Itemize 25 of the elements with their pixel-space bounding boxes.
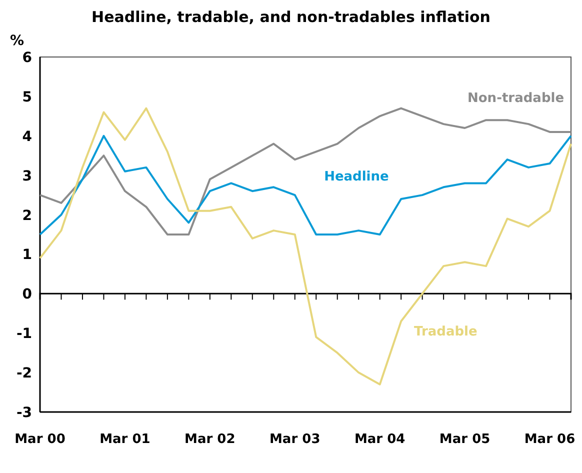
series-label: Headline	[324, 169, 390, 184]
y-tick-label: 2	[22, 208, 32, 224]
y-tick-label: 4	[22, 128, 32, 145]
y-tick-label: -3	[16, 405, 32, 421]
line-series	[39, 134, 572, 236]
x-tick-label: Mar 02	[184, 432, 236, 447]
series-label: Non-tradable	[468, 91, 564, 106]
x-tick-label: Mar 03	[270, 432, 320, 447]
y-tick-label: -1	[16, 326, 32, 342]
y-tick-label: 5	[22, 89, 32, 106]
y-tick-label: -2	[16, 366, 32, 382]
y-tick-label: 1	[22, 247, 32, 264]
chart-title: Headline, tradable, and non-tradables inflation	[92, 8, 490, 26]
series-label: Tradable	[414, 324, 478, 340]
y-axis-title: %	[10, 33, 24, 49]
line-series	[39, 107, 572, 236]
x-tick-label: Mar 06	[524, 432, 576, 447]
line-series	[39, 107, 572, 386]
y-tick-label: 0	[22, 286, 32, 303]
x-tick-label: Mar 01	[100, 432, 150, 447]
x-tick-label: Mar 00	[14, 432, 66, 447]
x-tick-label: Mar 04	[354, 432, 406, 447]
y-tick-label: 3	[22, 168, 32, 184]
x-tick-label: Mar 05	[439, 432, 490, 447]
y-tick-label: 6	[22, 50, 32, 66]
